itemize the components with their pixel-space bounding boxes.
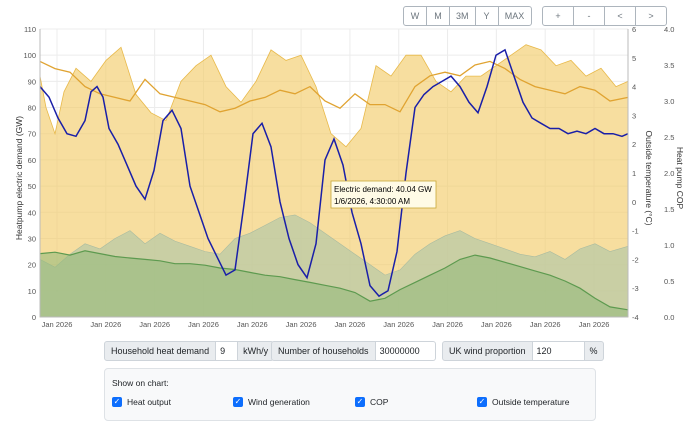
nav-button-group: + - < > <box>542 6 667 26</box>
cop-tick-label: 0.0 <box>664 313 674 322</box>
x-tick-label: Jan 2026 <box>237 320 268 329</box>
x-tick-label: Jan 2026 <box>334 320 365 329</box>
left-tick-label: 10 <box>28 287 36 296</box>
left-tick-label: 30 <box>28 234 36 243</box>
outside-temperature-label: Outside temperature <box>492 397 570 407</box>
wind-generation-label: Wind generation <box>248 397 310 407</box>
left-tick-label: 80 <box>28 104 36 113</box>
outside-temperature-area <box>40 250 628 317</box>
right1-axis-title: Outside temperature (°C) <box>644 130 654 225</box>
range-month-button[interactable]: M <box>426 6 450 26</box>
cop-tick-label: 3.5 <box>664 61 674 70</box>
zoom-in-button[interactable]: + <box>542 6 574 26</box>
wind-proportion-input[interactable]: 120 <box>532 341 585 361</box>
right2-axis-title: Heat pump COP <box>675 147 685 210</box>
checkbox-checked-icon: ✓ <box>477 397 487 407</box>
households-label: Number of households <box>271 341 376 361</box>
heat-output-checkbox[interactable]: ✓ Heat output <box>112 397 171 407</box>
temperature-tick-label: 2 <box>632 140 636 149</box>
heat-demand-input[interactable]: 9 <box>216 341 239 361</box>
temperature-tick-label: -1 <box>632 227 639 236</box>
left-tick-label: 100 <box>23 51 36 60</box>
chart-tooltip: Electric demand: 40.04 GW 1/6/2026, 4:30… <box>330 180 437 209</box>
range-3month-button[interactable]: 3M <box>449 6 476 26</box>
wind-proportion-unit: % <box>584 341 604 361</box>
cop-tick-label: 1.0 <box>664 241 674 250</box>
cop-tick-label: 2.0 <box>664 169 674 178</box>
left-tick-label: 60 <box>28 156 36 165</box>
checkbox-checked-icon: ✓ <box>233 397 243 407</box>
cop-line <box>39 60 629 113</box>
temperature-tick-label: 3 <box>632 111 636 120</box>
left-tick-label: 40 <box>28 208 36 217</box>
cop-tick-label: 2.5 <box>664 133 674 142</box>
cop-tick-label: 0.5 <box>664 277 674 286</box>
x-tick-label: Jan 2026 <box>481 320 512 329</box>
range-max-button[interactable]: MAX <box>497 6 532 26</box>
temperature-tick-label: -4 <box>632 313 639 322</box>
pan-right-button[interactable]: > <box>635 6 667 26</box>
range-year-button[interactable]: Y <box>474 6 499 26</box>
outside-temperature-checkbox[interactable]: ✓ Outside temperature <box>477 397 569 407</box>
left-tick-label: 0 <box>32 313 36 322</box>
tooltip-line2: 1/6/2026, 4:30:00 AM <box>334 197 410 206</box>
pan-left-button[interactable]: < <box>604 6 636 26</box>
heat-demand-unit: kWh/y <box>238 341 275 361</box>
electric-demand-line <box>39 48 629 298</box>
left-tick-label: 50 <box>28 182 36 191</box>
tooltip-line1: Electric demand: 40.04 GW <box>334 185 432 194</box>
temperature-tick-label: 1 <box>632 169 636 178</box>
show-on-chart-panel: Show on chart: ✓ Heat output ✓ Wind gene… <box>104 368 596 421</box>
left-tick-label: 90 <box>28 77 36 86</box>
wind-proportion-group: UK wind proportion 120 % <box>442 341 604 361</box>
households-group: Number of households 30000000 <box>271 341 436 361</box>
temperature-tick-label: 5 <box>632 54 636 63</box>
heat-output-label: Heat output <box>127 397 171 407</box>
wind-generation-checkbox[interactable]: ✓ Wind generation <box>233 397 310 407</box>
cop-label: COP <box>370 397 389 407</box>
x-tick-label: Jan 2026 <box>286 320 317 329</box>
x-tick-label: Jan 2026 <box>383 320 414 329</box>
temperature-tick-label: 6 <box>632 25 636 34</box>
x-tick-label: Jan 2026 <box>579 320 610 329</box>
left-axis-title: Heatpump electric demand (GW) <box>14 116 24 240</box>
x-tick-label: Jan 2026 <box>139 320 170 329</box>
wind-proportion-label: UK wind proportion <box>442 341 533 361</box>
households-input[interactable]: 30000000 <box>375 341 436 361</box>
x-tick-label: Jan 2026 <box>432 320 463 329</box>
checkbox-checked-icon: ✓ <box>355 397 365 407</box>
temperature-tick-label: -3 <box>632 284 639 293</box>
temperature-tick-label: -2 <box>632 255 639 264</box>
x-tick-label: Jan 2026 <box>90 320 121 329</box>
cop-checkbox[interactable]: ✓ COP <box>355 397 388 407</box>
x-tick-label: Jan 2026 <box>530 320 561 329</box>
left-tick-label: 110 <box>24 25 36 34</box>
zoom-out-button[interactable]: - <box>573 6 605 26</box>
heat-demand-label: Household heat demand <box>104 341 217 361</box>
cop-tick-label: 4.0 <box>664 25 674 34</box>
cop-tick-label: 3.0 <box>664 97 674 106</box>
show-on-chart-title: Show on chart: <box>112 378 169 388</box>
heat-demand-group: Household heat demand 9 kWh/y <box>104 341 275 361</box>
cop-tick-label: 1.5 <box>664 205 674 214</box>
range-week-button[interactable]: W <box>403 6 427 26</box>
x-tick-label: Jan 2026 <box>42 320 73 329</box>
left-tick-label: 20 <box>28 261 36 270</box>
outside-temperature-line <box>39 250 629 311</box>
temperature-tick-label: 0 <box>632 198 636 207</box>
temperature-tick-label: 4 <box>632 83 636 92</box>
left-tick-label: 70 <box>28 130 36 139</box>
x-tick-label: Jan 2026 <box>188 320 219 329</box>
checkbox-checked-icon: ✓ <box>112 397 122 407</box>
range-button-group: W M 3M Y MAX <box>403 6 532 26</box>
